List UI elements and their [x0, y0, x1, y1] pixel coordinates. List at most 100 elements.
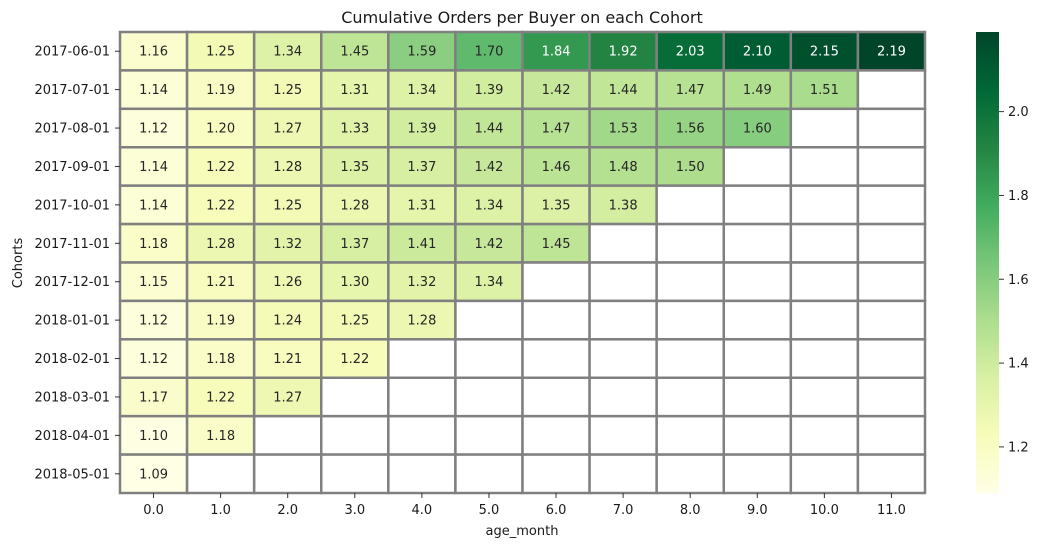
heatmap-cell — [387, 69, 457, 111]
heatmap-cell-empty — [252, 414, 323, 456]
cell-value-label: 1.30 — [340, 275, 369, 290]
cell-value-label: 1.35 — [340, 160, 369, 175]
heatmap-cell — [185, 376, 256, 418]
cell-value-label: 1.44 — [609, 83, 638, 98]
heatmap-cell-empty — [856, 222, 927, 264]
y-tick-label: 2018-04-01 — [34, 429, 110, 444]
cell-value-label: 1.28 — [206, 237, 235, 252]
cell-value-label: 1.47 — [542, 122, 571, 137]
cell-value-label: 1.14 — [139, 198, 168, 213]
y-tick-label: 2017-07-01 — [34, 83, 110, 98]
y-tick-label: 2018-02-01 — [34, 352, 110, 367]
heatmap-cell-empty — [722, 299, 793, 341]
heatmap-cell-empty — [655, 338, 726, 380]
x-tick-label: 4.0 — [412, 503, 433, 518]
heatmap-cell — [185, 261, 256, 303]
heatmap-cell-empty — [588, 414, 658, 456]
x-tick-label: 1.0 — [210, 503, 231, 518]
cell-value-label: 1.25 — [273, 198, 302, 213]
heatmap-cell — [454, 222, 524, 264]
cell-value-label: 1.34 — [407, 83, 436, 98]
cell-value-label: 1.22 — [206, 160, 235, 175]
heatmap-cell-empty — [387, 338, 457, 380]
cell-value-label: 1.45 — [542, 237, 571, 252]
heatmap-cell — [588, 184, 658, 226]
x-tick-label: 10.0 — [810, 503, 839, 518]
heatmap-cell-empty — [521, 261, 591, 303]
cell-value-label: 1.46 — [542, 160, 571, 175]
x-tick-label: 7.0 — [613, 503, 634, 518]
cell-value-label: 1.15 — [139, 275, 168, 290]
heatmap-cell-empty — [722, 261, 793, 303]
x-tick-label: 5.0 — [479, 503, 500, 518]
heatmap-cell-empty — [655, 299, 726, 341]
cell-value-label: 1.27 — [273, 390, 302, 405]
y-tick-label: 2017-09-01 — [34, 160, 110, 175]
cell-value-label: 1.21 — [273, 352, 302, 367]
cell-value-label: 1.34 — [273, 45, 302, 60]
colorbar-tick-label: 2.0 — [1008, 105, 1029, 120]
heatmap-cell-empty — [789, 146, 860, 187]
heatmap-cell — [521, 69, 591, 111]
heatmap-cell-empty — [789, 107, 860, 149]
heatmap-cell — [320, 299, 390, 341]
heatmap-cell — [320, 107, 390, 149]
heatmap-cell-empty — [521, 453, 591, 495]
heatmap-cell-empty — [387, 453, 457, 495]
heatmap-cell — [118, 222, 189, 264]
heatmap-cell-empty — [789, 222, 860, 264]
heatmap-cell-empty — [856, 184, 927, 226]
cell-value-label: 1.39 — [407, 122, 436, 137]
heatmap-cell — [588, 107, 658, 149]
heatmap-cell-empty — [722, 376, 793, 418]
cell-value-label: 1.19 — [206, 314, 235, 329]
heatmap-cell — [320, 338, 390, 380]
y-axis-ticks: 2017-06-01 2017-07-01 2017-08-01 2017-09-01… — [34, 45, 120, 482]
heatmap-cell — [320, 222, 390, 264]
heatmap-cell-empty — [856, 376, 927, 418]
heatmap-cell-empty — [722, 338, 793, 380]
cell-value-label: 2.19 — [877, 45, 906, 60]
heatmap-cell-empty — [521, 376, 591, 418]
heatmap-cell — [118, 453, 189, 495]
heatmap-cell-empty — [387, 376, 457, 418]
cell-value-label: 1.28 — [340, 198, 369, 213]
cell-value-label: 1.38 — [609, 198, 638, 213]
heatmap-cell-empty — [454, 414, 524, 456]
heatmap-cell-empty — [722, 414, 793, 456]
cell-value-label: 1.41 — [407, 237, 436, 252]
cell-value-label: 1.34 — [474, 275, 503, 290]
cell-value-label: 1.32 — [273, 237, 302, 252]
cell-value-label: 2.10 — [743, 45, 772, 60]
heatmap-cell-empty — [185, 453, 256, 495]
heatmap-cell-empty — [588, 261, 658, 303]
colorbar: 1.2 1.4 1.6 1.8 2.0 — [976, 32, 1029, 493]
heatmap-cell-empty — [588, 453, 658, 495]
cell-value-label: 1.14 — [139, 160, 168, 175]
cell-value-label: 1.35 — [542, 198, 571, 213]
cell-value-label: 1.37 — [340, 237, 369, 252]
cell-value-label: 1.31 — [407, 198, 436, 213]
x-tick-label: 6.0 — [546, 503, 567, 518]
cell-value-label: 1.56 — [676, 122, 705, 137]
cell-value-label: 1.25 — [340, 314, 369, 329]
x-tick-label: 8.0 — [680, 503, 701, 518]
y-tick-label: 2018-03-01 — [34, 390, 110, 405]
heatmap-cell-empty — [856, 414, 927, 456]
cell-value-label: 1.49 — [743, 83, 772, 98]
heatmap-cells — [118, 30, 927, 495]
heatmap-cell-empty — [320, 414, 390, 456]
heatmap-cell-empty — [588, 222, 658, 264]
heatmap-cell-empty — [722, 222, 793, 264]
heatmap-cell-empty — [655, 184, 726, 226]
cell-value-label: 1.28 — [407, 314, 436, 329]
heatmap-cell-empty — [320, 453, 390, 495]
x-tick-label: 2.0 — [277, 503, 298, 518]
cell-value-label: 1.17 — [139, 390, 168, 405]
heatmap-cell — [320, 184, 390, 226]
heatmap-cell-empty — [856, 299, 927, 341]
y-tick-label: 2017-10-01 — [34, 198, 110, 213]
cell-value-label: 1.48 — [609, 160, 638, 175]
cell-value-label: 1.09 — [139, 467, 168, 482]
y-tick-label: 2018-01-01 — [34, 314, 110, 329]
